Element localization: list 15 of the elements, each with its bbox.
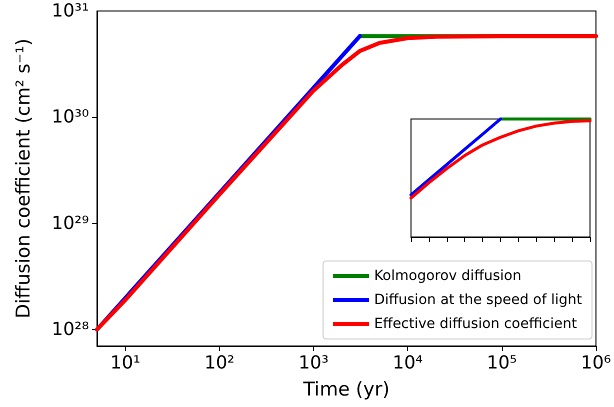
x-axis-title: Time (yr) xyxy=(302,378,390,400)
x-tick-label: 10⁵ xyxy=(486,352,517,374)
legend-label: Kolmogorov diffusion xyxy=(374,268,522,284)
x-tick-label: 10¹ xyxy=(110,352,140,374)
legend-label: Diffusion at the speed of light xyxy=(374,292,583,308)
x-tick-label: 10² xyxy=(204,352,235,374)
y-tick-label: 10³⁰ xyxy=(52,106,89,128)
legend-label: Effective diffusion coefficient xyxy=(374,316,578,332)
y-tick-label: 10²⁸ xyxy=(52,319,89,340)
y-tick-label: 10³¹ xyxy=(52,0,89,22)
y-tick-label: 10²⁹ xyxy=(52,212,89,234)
y-axis-title: Diffusion coefficient (cm² s⁻¹) xyxy=(12,38,34,318)
x-tick-label: 10⁶ xyxy=(580,352,611,374)
x-tick-label: 10³ xyxy=(298,352,329,374)
x-tick-label: 10⁴ xyxy=(392,352,423,374)
